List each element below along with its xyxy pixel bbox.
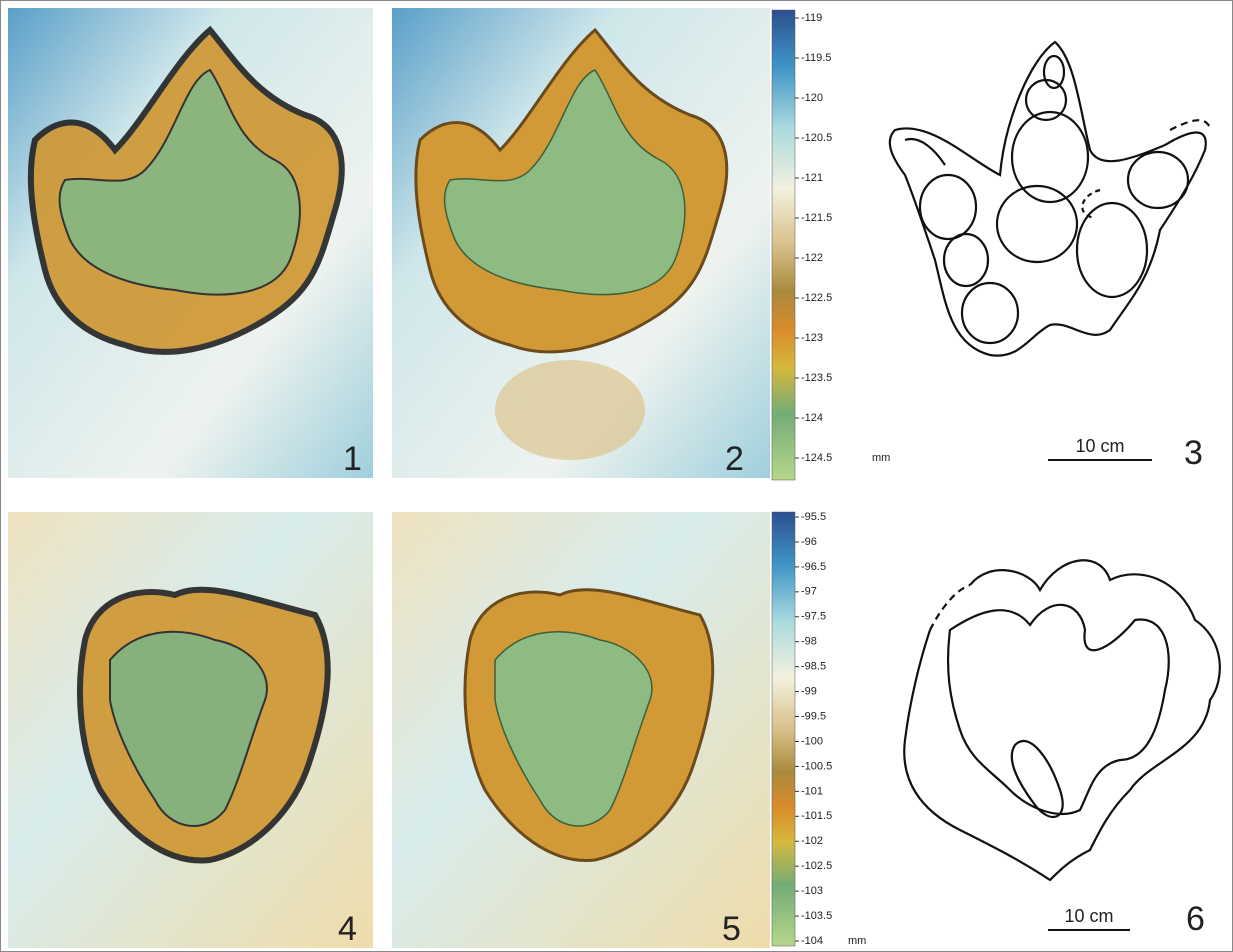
colorbar-label: -97.5 (801, 611, 826, 623)
colorbar-label: -101.5 (801, 810, 832, 822)
colorbar-label: -99 (801, 685, 817, 697)
colorbar-label: -121.5 (801, 212, 832, 224)
panel-number: 5 (722, 910, 741, 948)
outline-drawing (904, 560, 1220, 880)
colorbar-label: -121 (801, 172, 823, 184)
colorbar-label: -97 (801, 586, 817, 598)
colorbar-label: -100 (801, 735, 823, 747)
panel-number: 3 (1184, 434, 1203, 472)
colorbar-label: -104 (801, 935, 823, 947)
colorbar-label: -96.5 (801, 561, 826, 573)
colorbar-label: -123.5 (801, 372, 832, 384)
panel-number: 4 (338, 910, 357, 948)
scale-label: 10 cm (1064, 906, 1113, 926)
colorbar-label: -103.5 (801, 910, 832, 922)
colorbar-label: -101 (801, 785, 823, 797)
panel-number: 1 (343, 440, 362, 478)
colorbar-unit: mm (848, 935, 866, 947)
outline-drawing (890, 42, 1210, 356)
colorbar-label: -98.5 (801, 661, 826, 673)
colorbar-label: -103 (801, 885, 823, 897)
colorbar-label: -120.5 (801, 132, 832, 144)
colorbar-unit: mm (872, 452, 890, 464)
colorbar-label: -123 (801, 332, 823, 344)
colorbar-label: -102 (801, 835, 823, 847)
colorbar-label: -122.5 (801, 292, 832, 304)
scale-label: 10 cm (1075, 436, 1124, 456)
colorbar-label: -119.5 (801, 52, 831, 64)
colorbar-label: -98 (801, 636, 817, 648)
panel-number: 2 (725, 440, 744, 478)
colorbar (772, 10, 795, 480)
panel-number: 6 (1186, 900, 1205, 938)
colorbar (772, 512, 795, 946)
colorbar-label: -102.5 (801, 860, 832, 872)
colorbar-label: -124.5 (801, 452, 832, 464)
colorbar-label: -122 (801, 252, 823, 264)
colorbar-label: -95.5 (801, 511, 826, 523)
colorbar-label: -96 (801, 536, 817, 548)
colorbar-label: -120 (801, 92, 823, 104)
colorbar-label: -124 (801, 412, 823, 424)
depression (495, 360, 645, 460)
figure: 10 cm 10 cm 1 2 3 4 5 6 -119 -119.5 -120 -1… (0, 0, 1233, 952)
colorbar-label: -99.5 (801, 710, 826, 722)
colorbar-label: -119 (801, 12, 822, 24)
colorbar-label: -100.5 (801, 760, 832, 772)
